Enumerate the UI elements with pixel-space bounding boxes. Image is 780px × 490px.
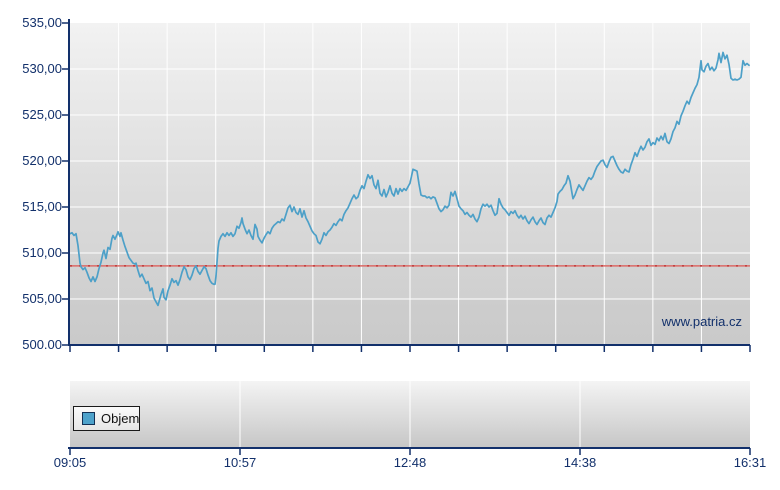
legend-label: Objem [101,411,140,426]
legend-objem[interactable]: Objem [73,406,140,431]
y-axis-label: 535,00 [22,15,62,30]
y-axis-label: 510,00 [22,245,62,260]
x-axis-label: 12:48 [393,455,427,470]
y-axis-label: 520,00 [22,153,62,168]
x-axis-label: 09:05 [53,455,87,470]
x-axis-label: 16:31 [733,455,767,470]
gridlines [70,23,750,448]
watermark-link[interactable]: www.patria.cz [661,314,742,329]
y-axis-label: 505,00 [22,291,62,306]
legend-square-icon [82,412,95,425]
y-axis-label: 500.00 [22,337,62,352]
axes [62,19,751,455]
y-axis-label: 530,00 [22,61,62,76]
y-axis-label: 515,00 [22,199,62,214]
price-line-series [69,51,750,307]
x-axis-label: 14:38 [563,455,597,470]
x-axis-label: 10:57 [223,455,257,470]
y-axis-label: 525,00 [22,107,62,122]
